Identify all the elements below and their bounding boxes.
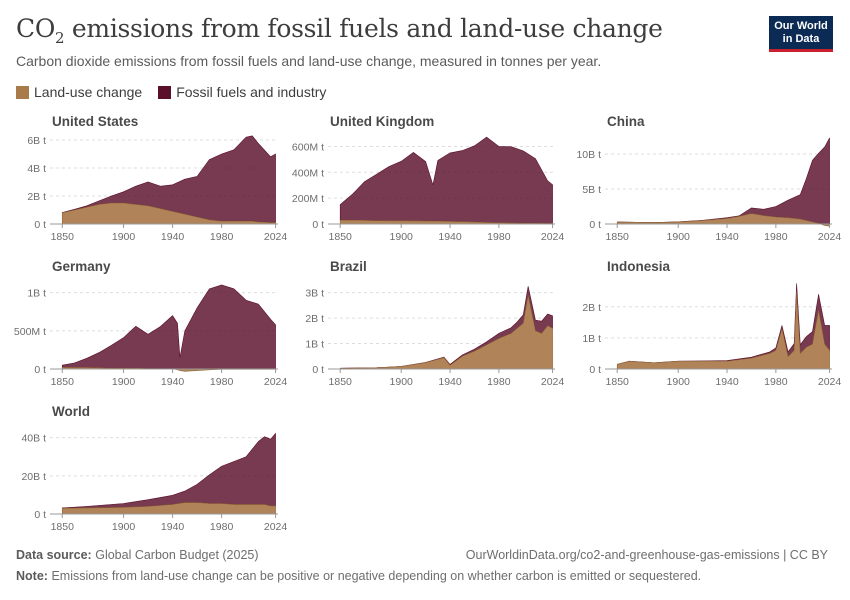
- x-tick-label: 1980: [210, 521, 234, 533]
- area-land-use-china[interactable]: [616, 213, 830, 227]
- panel-germany: Germany 0 t 500M t 1B t 1850 1900 1940 1980 2024: [14, 259, 287, 388]
- area-fossil-united-kingdom[interactable]: [339, 136, 553, 224]
- x-tick-label: 1940: [161, 376, 185, 388]
- panel-united-states: United States 0 t 2B t 4B t 6B t 1850 1900 1940…: [27, 114, 287, 243]
- y-tick-label: 0 t: [34, 364, 46, 376]
- x-tick-label: 1980: [487, 376, 511, 388]
- legend-swatch-land-use: [16, 85, 29, 99]
- y-tick-label: 10B t: [576, 149, 601, 161]
- area-land-use-indonesia[interactable]: [616, 291, 830, 370]
- x-tick-label: 1900: [390, 376, 414, 388]
- x-tick-label: 1850: [606, 231, 630, 243]
- y-tick-label: 1B t: [305, 339, 324, 351]
- panel-title-germany: Germany: [52, 259, 111, 274]
- y-tick-label: 40B t: [21, 433, 46, 445]
- panel-title-united-states: United States: [52, 114, 138, 129]
- x-tick-label: 1900: [390, 231, 414, 243]
- panel-title-china: China: [607, 114, 645, 129]
- x-tick-label: 2024: [264, 231, 288, 243]
- y-tick-label: 0 t: [589, 219, 601, 231]
- y-tick-label: 2B t: [582, 302, 601, 314]
- y-tick-label: 6B t: [27, 135, 46, 147]
- x-tick-label: 1850: [329, 376, 353, 388]
- x-tick-label: 1980: [210, 231, 234, 243]
- x-tick-label: 2024: [541, 231, 565, 243]
- area-land-use-world[interactable]: [61, 502, 276, 515]
- x-tick-label: 1850: [606, 376, 630, 388]
- x-tick-label: 1900: [112, 376, 136, 388]
- x-tick-label: 2024: [264, 521, 288, 533]
- panel-brazil: Brazil 0 t 1B t 2B t 3B t 1850 1900 1940 1980 202…: [305, 259, 564, 388]
- y-tick-label: 400M t: [292, 167, 324, 179]
- x-tick-label: 1940: [715, 231, 739, 243]
- x-tick-label: 1940: [715, 376, 739, 388]
- x-tick-label: 2024: [818, 376, 842, 388]
- area-fossil-world[interactable]: [61, 432, 276, 509]
- area-land-use-united-kingdom[interactable]: [339, 219, 553, 225]
- area-land-use-united-states[interactable]: [61, 202, 276, 225]
- legend-swatch-fossil: [158, 85, 172, 99]
- y-tick-label: 500M t: [14, 326, 46, 338]
- x-tick-label: 1850: [329, 231, 353, 243]
- x-tick-label: 1980: [487, 231, 511, 243]
- legend-label-land-use: Land-use change: [34, 84, 143, 100]
- y-tick-label: 200M t: [292, 193, 324, 205]
- x-tick-label: 1850: [51, 521, 75, 533]
- y-tick-label: 4B t: [27, 163, 46, 175]
- panel-china: China 0 t 5B t 10B t 1850 1900 1940 1980 2024: [576, 114, 841, 243]
- x-tick-label: 2024: [818, 231, 842, 243]
- owid-logo[interactable]: Our World in Data: [769, 16, 833, 52]
- y-tick-label: 0 t: [34, 219, 46, 231]
- area-fossil-germany[interactable]: [61, 284, 276, 370]
- panel-united-kingdom: United Kingdom 0 t 200M t 400M t 600M t 1850 1…: [292, 114, 565, 243]
- y-tick-label: 1B t: [27, 288, 46, 300]
- y-tick-label: 1B t: [582, 333, 601, 345]
- y-tick-label: 2B t: [305, 313, 324, 325]
- x-tick-label: 1900: [667, 231, 691, 243]
- y-tick-label: 0 t: [589, 364, 601, 376]
- x-tick-label: 2024: [264, 376, 288, 388]
- source-url[interactable]: OurWorldinData.org/co2-and-greenhouse-ga…: [465, 548, 828, 562]
- x-tick-label: 1900: [112, 521, 136, 533]
- x-tick-label: 1900: [112, 231, 136, 243]
- chart-subtitle: Carbon dioxide emissions from fossil fue…: [16, 53, 602, 69]
- chart-title: CO2 emissions from fossil fuels and land…: [16, 14, 663, 47]
- legend-item-land-use[interactable]: Land-use change: [16, 84, 142, 100]
- y-tick-label: 5B t: [582, 184, 601, 196]
- x-tick-label: 2024: [541, 376, 565, 388]
- x-tick-label: 1850: [51, 376, 75, 388]
- y-tick-label: 0 t: [312, 219, 324, 231]
- area-land-use-brazil[interactable]: [339, 295, 553, 370]
- x-tick-label: 1980: [764, 231, 788, 243]
- panel-title-brazil: Brazil: [330, 259, 367, 274]
- x-tick-label: 1940: [161, 231, 185, 243]
- y-tick-label: 20B t: [21, 471, 46, 483]
- legend-item-fossil[interactable]: Fossil fuels and industry: [158, 84, 326, 100]
- x-tick-label: 1900: [667, 376, 691, 388]
- legend: Land-use change Fossil fuels and industr…: [16, 84, 326, 100]
- panel-indonesia: Indonesia 0 t 1B t 2B t 1850 1900 1940 1980 2024: [582, 259, 841, 388]
- y-tick-label: 600M t: [292, 141, 324, 153]
- x-tick-label: 1940: [438, 231, 462, 243]
- y-tick-label: 0 t: [34, 509, 46, 521]
- footnote: Note: Emissions from land-use change can…: [16, 569, 702, 583]
- area-fossil-china[interactable]: [617, 137, 830, 225]
- y-tick-label: 3B t: [305, 288, 324, 300]
- legend-label-fossil: Fossil fuels and industry: [176, 84, 327, 100]
- x-tick-label: 1940: [161, 521, 185, 533]
- x-tick-label: 1980: [210, 376, 234, 388]
- x-tick-label: 1940: [438, 376, 462, 388]
- panel-world: World 0 t 20B t 40B t 1850 1900 1940 1980 2024: [21, 404, 287, 533]
- data-source-link[interactable]: Global Carbon Budget (2025): [95, 548, 259, 562]
- y-tick-label: 0 t: [312, 364, 324, 376]
- y-tick-label: 2B t: [27, 191, 46, 203]
- panel-title-indonesia: Indonesia: [607, 259, 671, 274]
- x-tick-label: 1980: [764, 376, 788, 388]
- panel-title-world: World: [52, 404, 90, 419]
- panel-title-united-kingdom: United Kingdom: [330, 114, 434, 129]
- x-tick-label: 1850: [51, 231, 75, 243]
- data-source: Data source: Global Carbon Budget (2025): [16, 548, 259, 562]
